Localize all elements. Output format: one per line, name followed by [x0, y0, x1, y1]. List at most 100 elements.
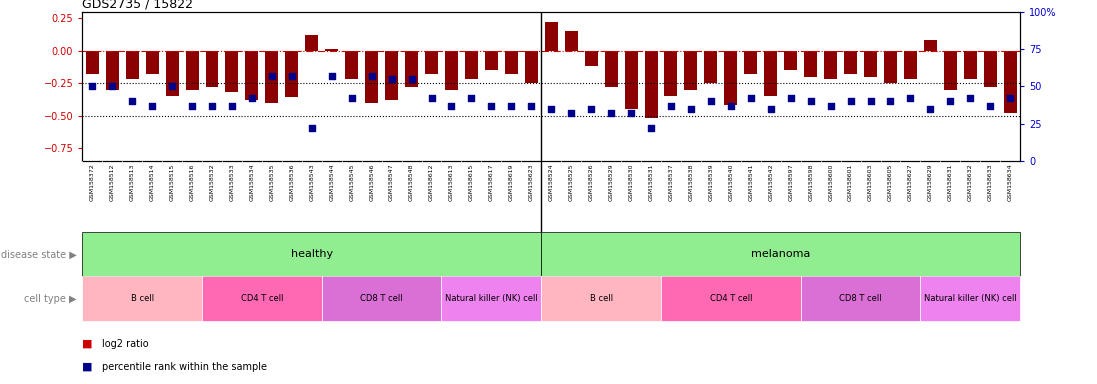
Text: GSM158605: GSM158605 [887, 164, 893, 201]
Bar [425, 51, 438, 74]
Point [383, 76, 400, 82]
Text: GSM158543: GSM158543 [309, 164, 314, 201]
Bar [82, 276, 202, 321]
Text: GSM158526: GSM158526 [589, 164, 593, 201]
Bar [665, 51, 678, 96]
Point [443, 103, 461, 109]
Point [542, 106, 559, 112]
Text: Natural killer (NK) cell: Natural killer (NK) cell [445, 294, 538, 303]
Bar [964, 51, 976, 79]
Bar [126, 51, 138, 79]
Bar [645, 51, 657, 118]
Bar [305, 35, 318, 51]
Text: CD4 T cell: CD4 T cell [240, 294, 283, 303]
Text: GSM158534: GSM158534 [249, 164, 255, 201]
Bar [265, 51, 279, 103]
Point [563, 110, 580, 116]
Point [802, 98, 819, 104]
Text: GSM158603: GSM158603 [868, 164, 873, 201]
Text: GSM158540: GSM158540 [728, 164, 734, 201]
Text: melanoma: melanoma [751, 249, 811, 260]
Point [303, 125, 320, 131]
Text: GSM158633: GSM158633 [987, 164, 993, 201]
Point [323, 73, 340, 79]
Text: GSM158512: GSM158512 [110, 164, 115, 201]
Bar [984, 51, 997, 87]
Text: GSM158539: GSM158539 [709, 164, 713, 201]
Text: GSM158514: GSM158514 [149, 164, 155, 201]
Text: GSM158541: GSM158541 [748, 164, 754, 201]
Bar [185, 51, 199, 89]
Point [263, 73, 281, 79]
Text: GSM158548: GSM158548 [409, 164, 414, 201]
Text: ■: ■ [82, 362, 93, 372]
Text: GSM158530: GSM158530 [629, 164, 634, 201]
Point [702, 98, 720, 104]
Text: GSM158632: GSM158632 [968, 164, 973, 201]
Text: GDS2735 / 15822: GDS2735 / 15822 [82, 0, 193, 10]
Bar [704, 51, 717, 83]
Bar [226, 51, 238, 92]
Point [1002, 95, 1019, 101]
Text: GSM158537: GSM158537 [668, 164, 674, 201]
Text: GSM158613: GSM158613 [449, 164, 454, 201]
Text: GSM158629: GSM158629 [928, 164, 932, 201]
Text: GSM158532: GSM158532 [210, 164, 215, 201]
Point [203, 103, 220, 109]
Point [663, 103, 680, 109]
Point [841, 98, 859, 104]
Bar [541, 232, 1020, 276]
Bar [541, 276, 661, 321]
Point [244, 95, 261, 101]
Text: GSM158612: GSM158612 [429, 164, 434, 201]
Text: GSM158617: GSM158617 [489, 164, 494, 201]
Text: GSM158516: GSM158516 [190, 164, 194, 201]
Bar [86, 51, 99, 74]
Point [962, 95, 980, 101]
Bar [844, 51, 857, 74]
Text: GSM158547: GSM158547 [389, 164, 394, 201]
Bar [346, 51, 358, 79]
Bar [166, 51, 179, 96]
Text: CD8 T cell: CD8 T cell [360, 294, 403, 303]
Bar [565, 31, 578, 51]
Text: percentile rank within the sample: percentile rank within the sample [102, 362, 267, 372]
Text: GSM158542: GSM158542 [768, 164, 773, 201]
Text: GSM158600: GSM158600 [828, 164, 833, 201]
Bar [884, 51, 897, 83]
Bar [285, 51, 298, 98]
Text: GSM158615: GSM158615 [468, 164, 474, 201]
Point [862, 98, 880, 104]
Bar [745, 51, 757, 74]
Bar [801, 276, 920, 321]
Bar [82, 232, 541, 276]
Bar [385, 51, 398, 100]
Point [422, 95, 440, 101]
Bar [246, 51, 259, 100]
Text: GSM158546: GSM158546 [369, 164, 374, 201]
Point [782, 95, 800, 101]
Text: GSM158544: GSM158544 [329, 164, 335, 201]
Bar [661, 276, 801, 321]
Bar [804, 51, 817, 77]
Point [502, 103, 520, 109]
Point [583, 106, 600, 112]
Text: GSM158601: GSM158601 [848, 164, 853, 201]
Text: GSM158529: GSM158529 [609, 164, 613, 201]
Text: GSM158545: GSM158545 [349, 164, 354, 201]
Bar [920, 276, 1020, 321]
Point [882, 98, 900, 104]
Bar [441, 276, 541, 321]
Bar [146, 51, 159, 74]
Bar [505, 51, 518, 74]
Bar [205, 51, 218, 87]
Point [622, 110, 640, 116]
Bar [585, 51, 598, 66]
Bar [465, 51, 478, 79]
Bar [325, 49, 338, 51]
Bar [485, 51, 498, 70]
Bar [685, 51, 698, 89]
Point [522, 103, 540, 109]
Bar [784, 51, 798, 70]
Text: CD8 T cell: CD8 T cell [839, 294, 882, 303]
